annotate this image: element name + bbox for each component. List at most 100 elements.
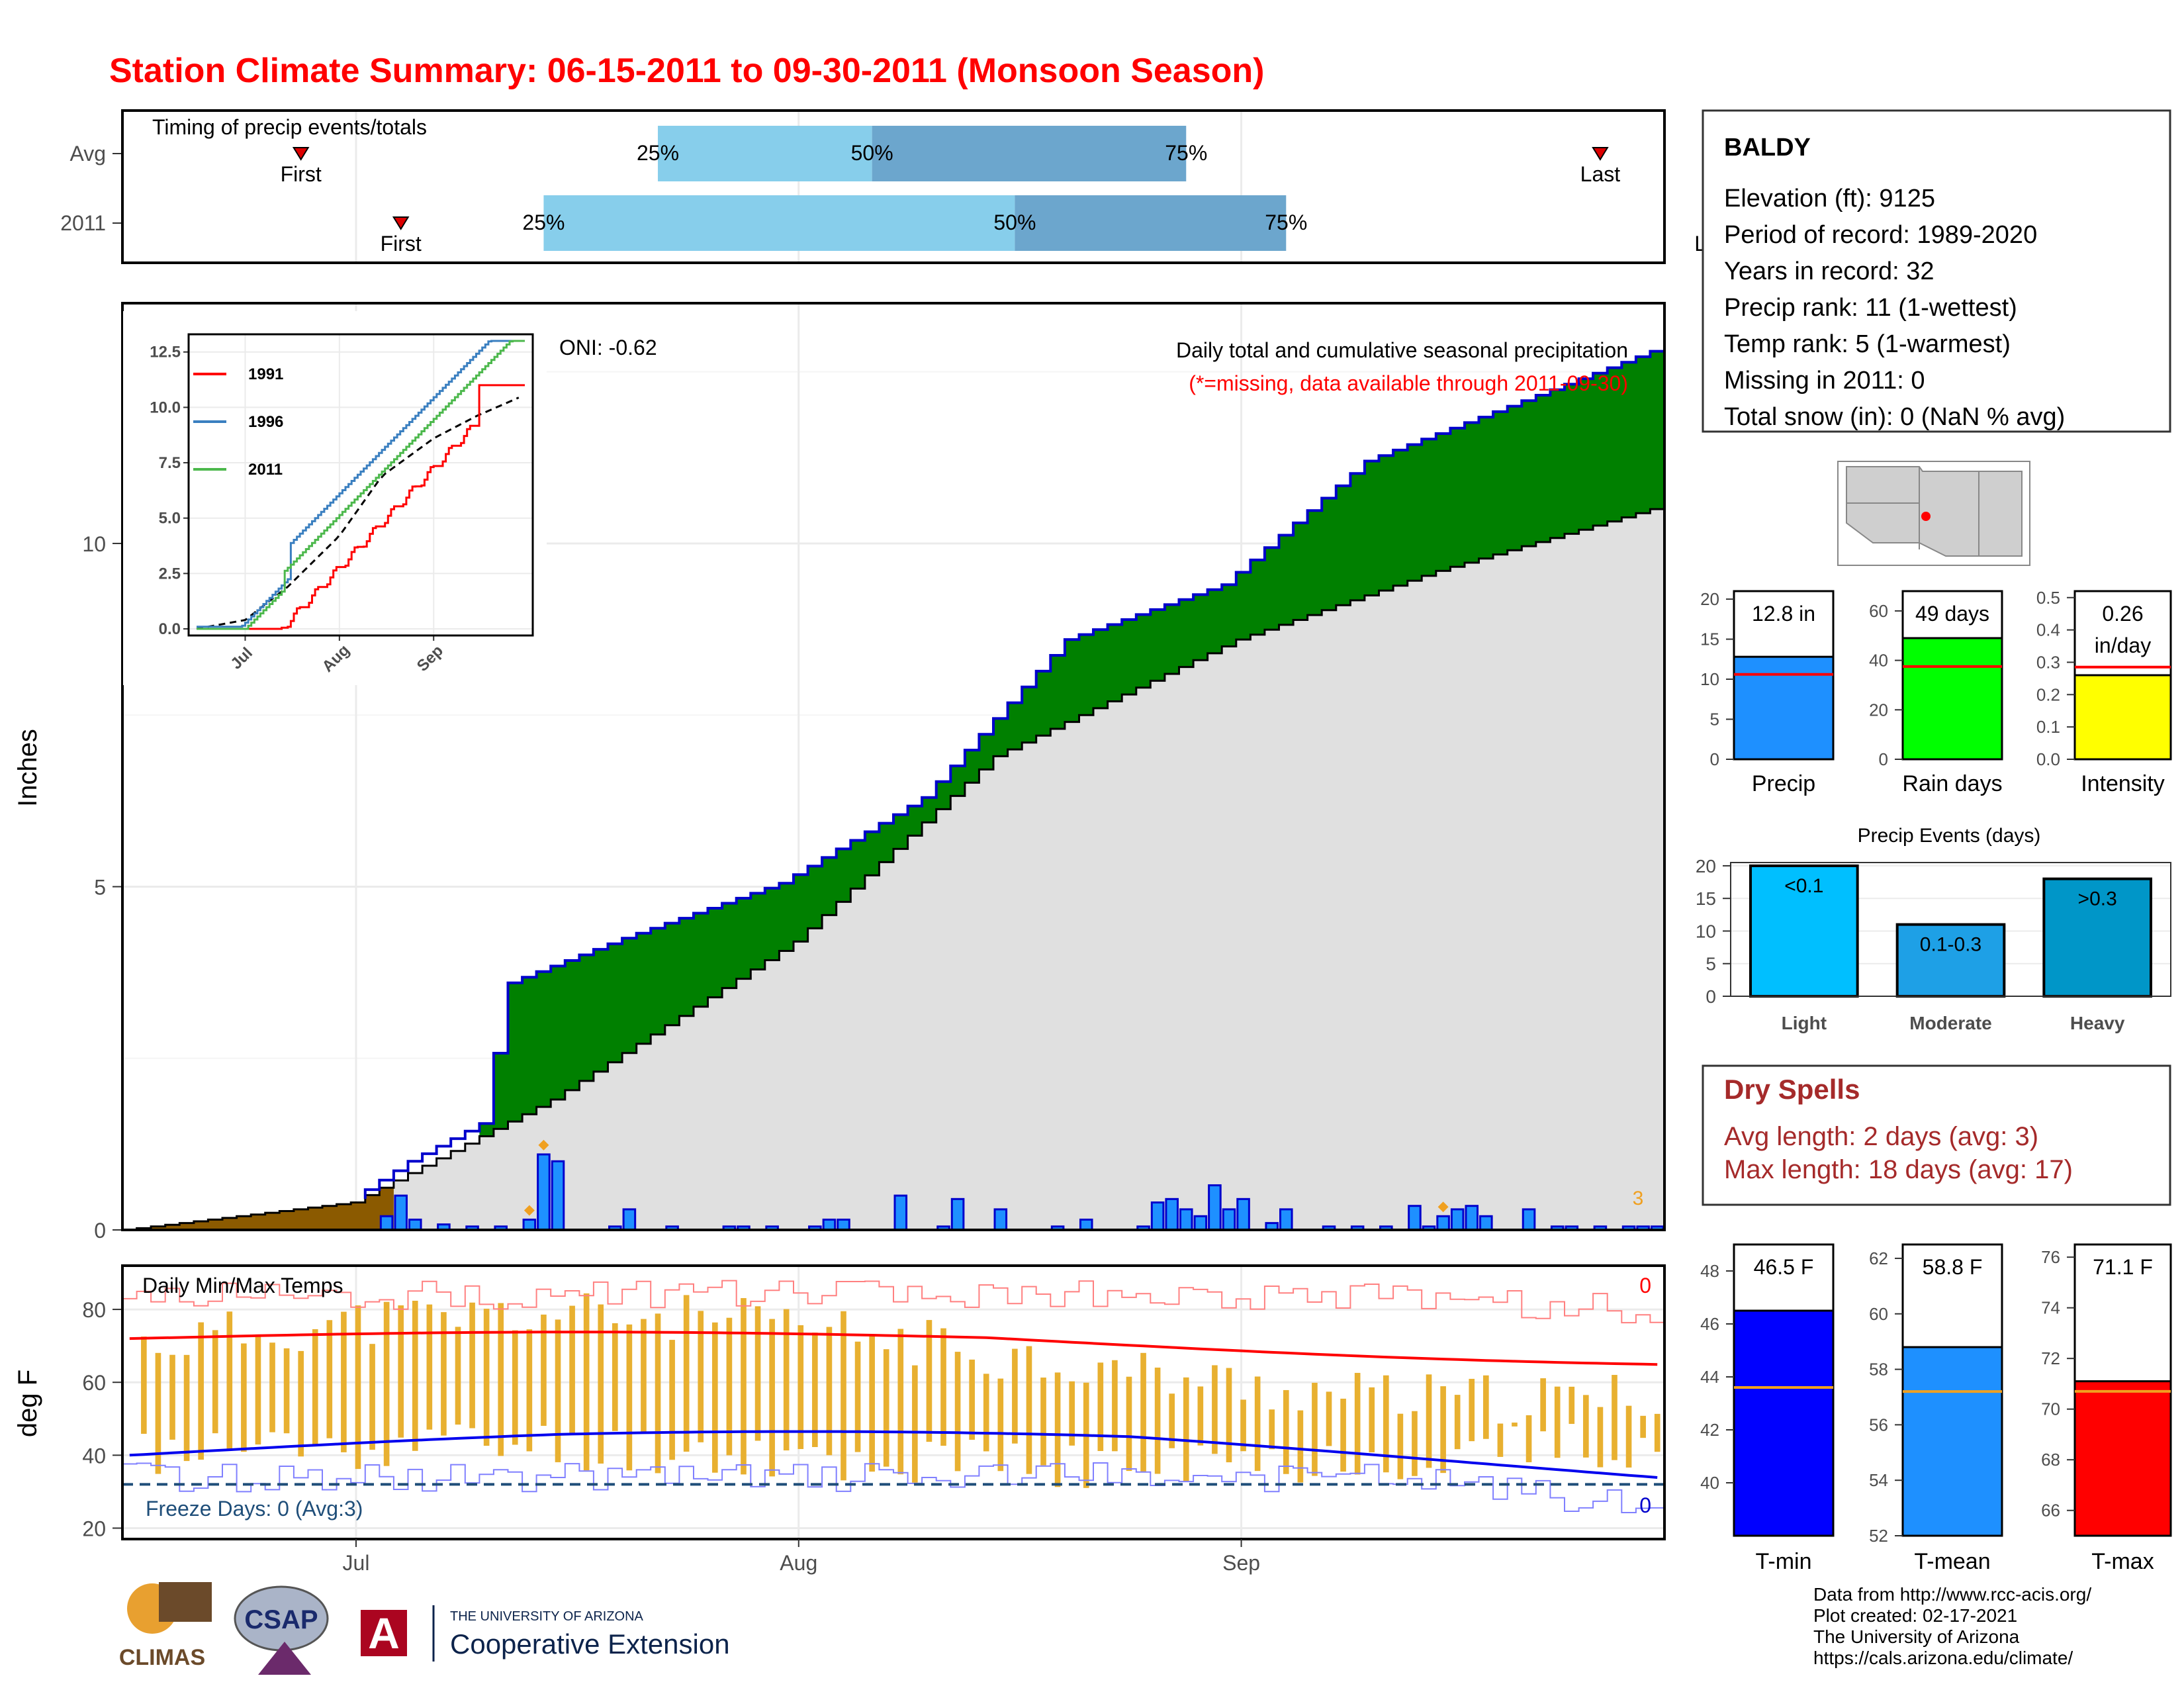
station-line: Years in record: 32 <box>1724 258 1934 285</box>
daily-precip-bar <box>837 1218 850 1231</box>
daily-temp-bar <box>1254 1376 1261 1472</box>
temp-bar-value: 58.8 F <box>1923 1255 1983 1279</box>
temp-bar-ytick-label: 60 <box>1869 1304 1888 1324</box>
daily-precip-bar <box>893 1194 908 1231</box>
daily-precip-bar <box>522 1218 537 1231</box>
freeze-days-label: Freeze Days: 0 (Avg:3) <box>146 1497 363 1521</box>
daily-temp-bar <box>1140 1352 1146 1472</box>
daily-temp-bar <box>1525 1415 1532 1462</box>
daily-temp-bar <box>683 1295 690 1452</box>
temp-bar-label: T-min <box>1756 1549 1812 1574</box>
temp-bar-ytick-label: 48 <box>1700 1261 1719 1281</box>
daily-temp-bar <box>498 1303 504 1456</box>
events-ytick-label: 5 <box>1706 954 1716 974</box>
mini-bar-ytick-label: 10 <box>1700 669 1719 689</box>
station-box <box>1702 109 2171 433</box>
precip-note: (*=missing, data available through 2011-… <box>1189 371 1628 395</box>
mini-bar-value: 12.8 in <box>1752 602 1815 626</box>
events-bar-heavy <box>2042 877 2152 998</box>
daily-precip-bar <box>1408 1205 1422 1231</box>
timing-label: Timing of precip events/totals <box>152 115 427 139</box>
daily-temp-bar <box>754 1306 761 1441</box>
daily-precip-bar <box>622 1208 637 1231</box>
daily-temp-bar <box>883 1349 889 1467</box>
daily-temp-bar <box>1497 1423 1504 1457</box>
daily-temp-bar <box>455 1327 461 1425</box>
daily-temp-bar <box>341 1311 347 1452</box>
daily-temp-bar <box>1026 1346 1032 1474</box>
temp-ytick-label: 60 <box>82 1371 106 1395</box>
daily-temp-bar <box>1054 1372 1061 1487</box>
daily-temp-bar <box>326 1320 333 1438</box>
daily-temp-bar <box>583 1293 590 1471</box>
timing-first-label: First <box>281 162 322 186</box>
timing-first-label: First <box>381 232 422 256</box>
avg-min-temp-line <box>129 1430 1658 1479</box>
daily-temp-bar <box>1126 1376 1132 1472</box>
timing-box-upper <box>1015 195 1287 251</box>
daily-temp-bar <box>226 1311 233 1450</box>
temp-bar-ytick-label: 62 <box>1869 1248 1888 1268</box>
daily-precip-bar <box>1193 1215 1208 1231</box>
daily-temp-bar <box>826 1327 833 1456</box>
daily-precip-bar <box>1222 1208 1236 1231</box>
events-frame <box>1730 862 2171 997</box>
mini-bar-ytick-label: 0.2 <box>2036 684 2060 704</box>
precip-ytick-label: 0 <box>94 1219 106 1243</box>
daily-temp-bar <box>426 1304 433 1430</box>
daily-temp-bar <box>183 1354 190 1462</box>
mini-bar-ytick-label: 40 <box>1869 651 1888 671</box>
inset-series-1996 <box>197 340 525 628</box>
temp-ytick-label: 40 <box>82 1444 106 1468</box>
mini-bar-ytick-label: 0.1 <box>2036 717 2060 737</box>
page-title: Station Climate Summary: 06-15-2011 to 0… <box>109 52 1264 90</box>
daily-temp-bar <box>1269 1409 1275 1450</box>
daily-temp-bar <box>298 1350 304 1457</box>
events-bar-label: Moderate <box>1909 1013 1991 1033</box>
daily-temp-bar <box>1612 1375 1617 1460</box>
precip-panel: Daily total and cumulative seasonal prec… <box>13 302 1666 1243</box>
temp-bar-ytick-label: 76 <box>2041 1247 2060 1267</box>
timing-q25-label: 25% <box>522 211 565 234</box>
daily-precip-bar <box>551 1160 565 1231</box>
inset-frame <box>187 333 534 637</box>
daily-temp-bar <box>1154 1367 1161 1474</box>
events-bar-moderate <box>1895 923 2006 998</box>
temp-bar-ytick-label: 54 <box>1869 1470 1888 1490</box>
inset-series-1991 <box>197 384 525 630</box>
daily-temp-bar <box>483 1309 490 1446</box>
timing-row-label: 2011 <box>60 211 106 235</box>
daily-precip-bar <box>379 1215 394 1231</box>
daily-temp-bar <box>1183 1377 1189 1481</box>
precip-events-chart: Precip Events (days) 0 5 10 15 20 <0.1 Light 0.1… <box>1696 825 2171 1033</box>
avg-max-temp-line <box>129 1331 1658 1366</box>
temp-panel-label: Daily Min/Max Temps <box>142 1274 343 1297</box>
daily-temp-bar <box>1383 1375 1389 1473</box>
daily-temp-bar <box>1340 1398 1346 1472</box>
station-location-dot <box>1921 512 1931 521</box>
events-ytick-label: 15 <box>1696 888 1716 909</box>
inset-ytick-label: 5.0 <box>159 510 181 528</box>
missing-count: 3 <box>1633 1188 1644 1209</box>
daily-precip-bar <box>1436 1215 1450 1231</box>
daily-temp-bar <box>155 1352 161 1474</box>
daily-temp-bar <box>1412 1411 1418 1476</box>
normal-area <box>122 509 1664 1230</box>
daily-temp-bar <box>1540 1378 1546 1432</box>
climas-mark <box>159 1582 212 1622</box>
ua-big-text: Cooperative Extension <box>450 1628 730 1660</box>
inset-ytick-label: 10.0 <box>150 399 181 416</box>
inset-legend-label: 1991 <box>248 365 283 383</box>
events-ytick-label: 10 <box>1696 921 1716 941</box>
daily-temp-bar <box>1454 1395 1461 1450</box>
mini-bar-ytick-label: 0.3 <box>2036 652 2060 672</box>
precip-ylabel: Inches <box>13 729 42 807</box>
mini-bar-ytick-label: 20 <box>1869 700 1888 720</box>
timing-last-label: Last <box>1580 162 1621 186</box>
daily-temp-bar <box>312 1329 318 1445</box>
events-bar-text: >0.3 <box>2078 888 2117 910</box>
events-bar-text: <0.1 <box>1784 875 1823 897</box>
station-line: Temp rank: 5 (1-warmest) <box>1724 330 2011 358</box>
temp-bar-ytick-label: 40 <box>1700 1473 1719 1493</box>
daily-temp-bar <box>1354 1372 1361 1475</box>
